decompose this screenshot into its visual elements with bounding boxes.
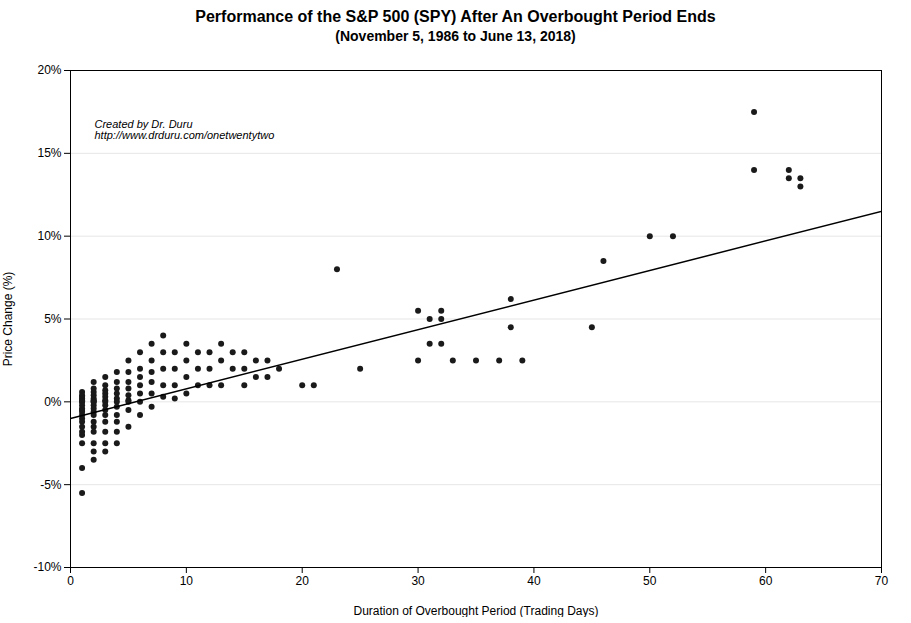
svg-text:Created by Dr. Duruhttp://www.: Created by Dr. Duruhttp://www.drduru.com… bbox=[95, 118, 275, 141]
html-text:Performance of the S&P 500 (SP: Performance of the S&P 500 (SPY) After A… bbox=[195, 8, 716, 25]
svg-text:10%: 10% bbox=[37, 229, 61, 243]
svg-text:60: 60 bbox=[759, 574, 773, 588]
svg-text:5%: 5% bbox=[44, 312, 62, 326]
svg-text:30: 30 bbox=[411, 574, 425, 588]
html-text:(November 5, 1986 to June 13,: (November 5, 1986 to June 13, 2018) bbox=[335, 28, 576, 44]
svg-text:40: 40 bbox=[527, 574, 541, 588]
svg-text:Duration of Overbought Period: Duration of Overbought Period (Trading D… bbox=[353, 604, 598, 618]
svg-text:50: 50 bbox=[643, 574, 657, 588]
svg-text:70: 70 bbox=[875, 574, 889, 588]
svg-text:-5%: -5% bbox=[40, 478, 62, 492]
svg-text:Price Change (%): Price Change (%) bbox=[1, 272, 15, 367]
svg-text:10: 10 bbox=[180, 574, 194, 588]
svg-text:15%: 15% bbox=[37, 146, 61, 160]
svg-text:20: 20 bbox=[296, 574, 310, 588]
svg-text:0%: 0% bbox=[44, 395, 62, 409]
svg-text:-10%: -10% bbox=[33, 560, 61, 574]
svg-text:0: 0 bbox=[67, 574, 74, 588]
svg-text:20%: 20% bbox=[37, 63, 61, 77]
